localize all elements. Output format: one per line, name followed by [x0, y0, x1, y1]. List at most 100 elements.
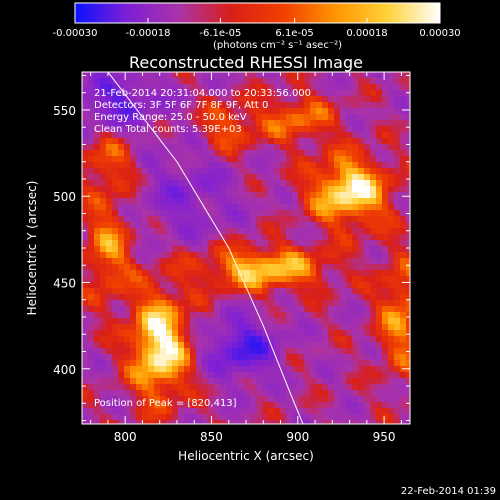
heatmap-cell [142, 114, 149, 121]
heatmap-cell [178, 420, 185, 424]
heatmap-cell [112, 330, 119, 337]
heatmap-cell [124, 342, 131, 349]
heatmap-cell [274, 144, 281, 151]
heatmap-cell [292, 414, 299, 421]
heatmap-cell [190, 222, 197, 229]
heatmap-cell [208, 318, 215, 325]
heatmap-cell [190, 102, 197, 109]
heatmap-cell [328, 354, 335, 361]
heatmap-cell [124, 228, 131, 235]
heatmap-cell [346, 228, 353, 235]
heatmap-cell [292, 348, 299, 355]
heatmap-cell [304, 96, 311, 103]
heatmap-cell [142, 204, 149, 211]
heatmap-cell [208, 174, 215, 181]
heatmap-cell [352, 138, 359, 145]
heatmap-cell [250, 360, 257, 367]
heatmap-cell [280, 90, 287, 97]
heatmap-cell [262, 300, 269, 307]
heatmap-cell [154, 156, 161, 163]
heatmap-cell [262, 222, 269, 229]
heatmap-cell [286, 276, 293, 283]
heatmap-cell [358, 240, 365, 247]
heatmap-cell [220, 150, 227, 157]
heatmap-cell [136, 336, 143, 343]
heatmap-cell [100, 168, 107, 175]
heatmap-cell [394, 300, 401, 307]
heatmap-cell [364, 216, 371, 223]
heatmap-cell [118, 174, 125, 181]
colorbar-ticks: -0.00030 -0.00018 -6.1e-05 6.1e-05 0.00018 0.… [53, 18, 461, 39]
heatmap-cell [352, 354, 359, 361]
heatmap-cell [214, 180, 221, 187]
heatmap-cell [220, 108, 227, 115]
heatmap-cell [250, 138, 257, 145]
heatmap-cell [214, 300, 221, 307]
heatmap-cell [184, 366, 191, 373]
heatmap-cell [232, 222, 239, 229]
heatmap-cell [124, 300, 131, 307]
heatmap-cell [118, 312, 125, 319]
heatmap-cell [268, 222, 275, 229]
heatmap-cell [250, 222, 257, 229]
heatmap-cell [310, 180, 317, 187]
heatmap-cell [112, 420, 119, 424]
heatmap-cell [82, 396, 89, 403]
heatmap-cell [298, 372, 305, 379]
heatmap-cell [130, 96, 137, 103]
heatmap-cell [172, 174, 179, 181]
heatmap-cell [376, 246, 383, 253]
heatmap-cell [388, 372, 395, 379]
heatmap-cell [346, 276, 353, 283]
heatmap-cell [406, 360, 410, 367]
heatmap-cell [388, 288, 395, 295]
heatmap-cell [106, 168, 113, 175]
heatmap-cell [316, 312, 323, 319]
heatmap-cell [112, 270, 119, 277]
heatmap-cell [322, 306, 329, 313]
heatmap-cell [160, 312, 167, 319]
heatmap-cell [166, 150, 173, 157]
heatmap-cell [154, 372, 161, 379]
heatmap-cell [112, 198, 119, 205]
heatmap-cell [190, 138, 197, 145]
heatmap-cell [142, 264, 149, 271]
heatmap-cell [238, 138, 245, 145]
heatmap-cell [88, 204, 95, 211]
heatmap-cell [328, 144, 335, 151]
heatmap-cell [346, 132, 353, 139]
heatmap-cell [136, 288, 143, 295]
heatmap-cell [118, 390, 125, 397]
heatmap-cell [286, 258, 293, 265]
heatmap-cell [370, 240, 377, 247]
heatmap-cell [352, 276, 359, 283]
heatmap-cell [130, 270, 137, 277]
heatmap-cell [394, 162, 401, 169]
heatmap-cell [274, 192, 281, 199]
heatmap-cell [274, 150, 281, 157]
heatmap-cell [106, 282, 113, 289]
heatmap-cell [130, 192, 137, 199]
heatmap-cell [262, 264, 269, 271]
heatmap-cell [316, 84, 323, 91]
heatmap-cell [232, 186, 239, 193]
heatmap-cell [154, 390, 161, 397]
heatmap-cell [148, 222, 155, 229]
heatmap-cell [268, 348, 275, 355]
heatmap-cell [346, 162, 353, 169]
heatmap-cell [274, 264, 281, 271]
heatmap-cell [142, 402, 149, 409]
heatmap-cell [94, 342, 101, 349]
heatmap-cell [118, 216, 125, 223]
heatmap-cell [340, 114, 347, 121]
heatmap-cell [292, 192, 299, 199]
heatmap-cell [82, 144, 89, 151]
heatmap-cell [400, 378, 407, 385]
heatmap-cell [148, 366, 155, 373]
heatmap-cell [88, 402, 95, 409]
heatmap-cell [232, 342, 239, 349]
heatmap-cell [370, 84, 377, 91]
heatmap-cell [82, 300, 89, 307]
heatmap-cell [364, 114, 371, 121]
heatmap-cell [88, 240, 95, 247]
